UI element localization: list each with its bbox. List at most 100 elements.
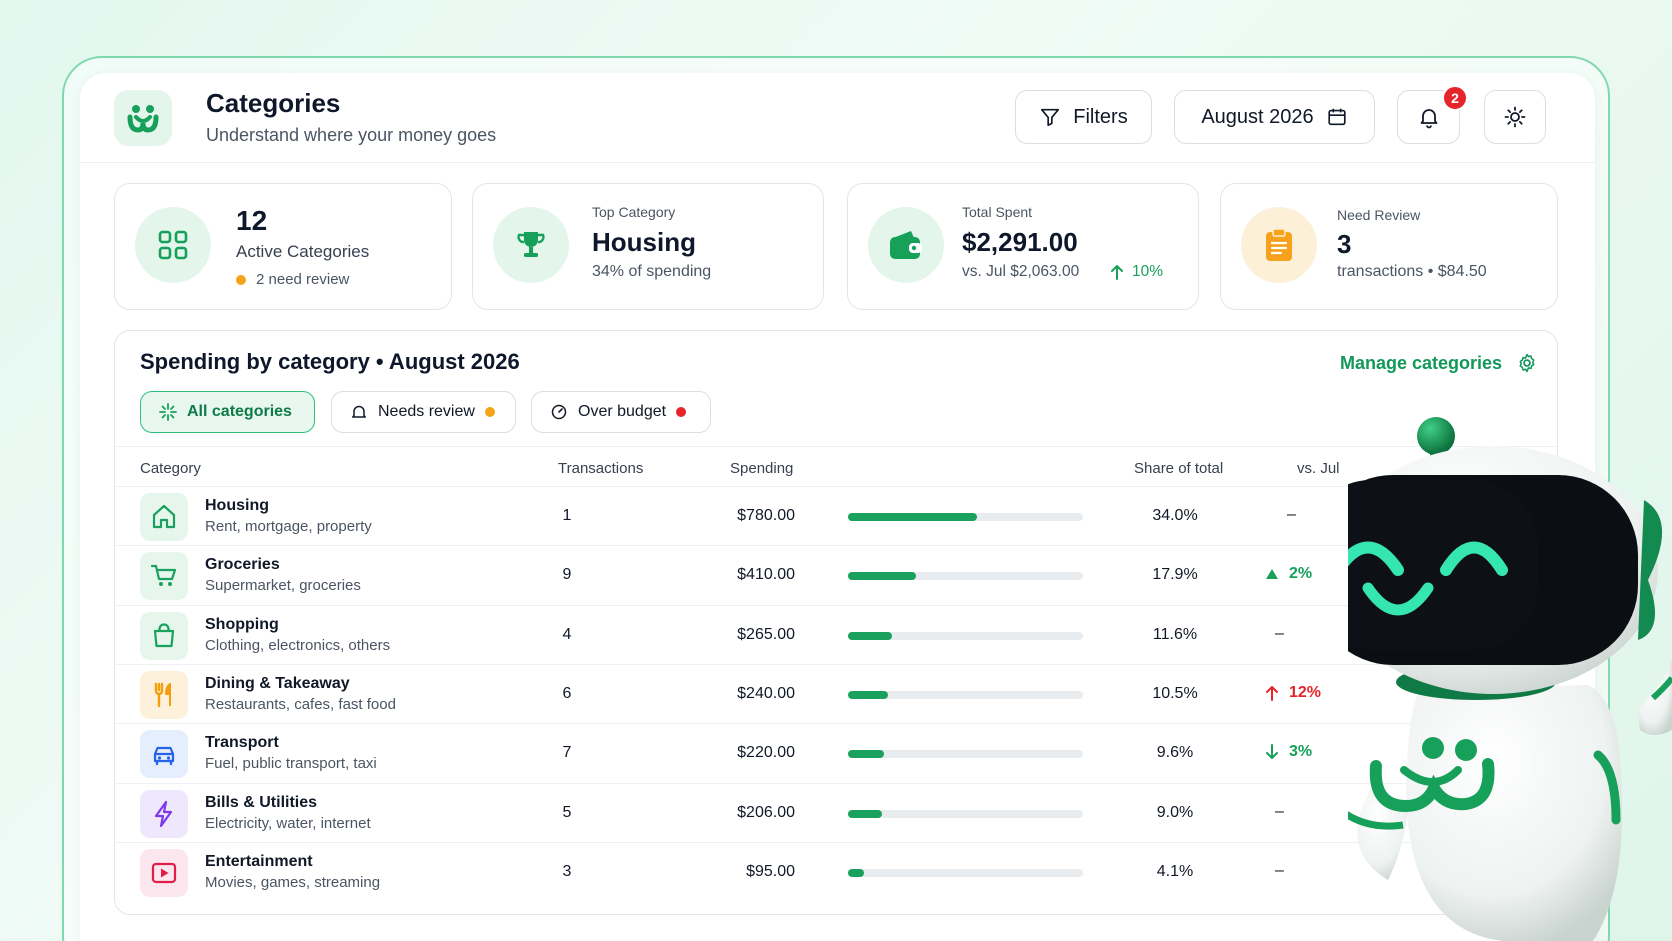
manage-categories-link[interactable]: Manage categories xyxy=(1340,352,1538,374)
spending-amount: $240.00 xyxy=(737,684,795,702)
table-row[interactable]: Bills & Utilities Electricity, water, in… xyxy=(115,782,1557,842)
calendar-icon xyxy=(1328,108,1346,126)
share-percent: 10.5% xyxy=(1152,684,1198,702)
chip-over-label: Over budget xyxy=(578,403,667,420)
bell-outline-icon xyxy=(352,405,366,418)
triangle-up-icon xyxy=(1266,569,1278,580)
share-bar xyxy=(848,513,1083,521)
vs-previous: – xyxy=(1265,803,1375,821)
vs-value: – xyxy=(1287,506,1296,523)
table-row[interactable]: Dining & Takeaway Restaurants, cafes, fa… xyxy=(115,663,1557,723)
chip-over-budget[interactable]: Over budget xyxy=(531,391,711,433)
vs-previous: – xyxy=(1265,625,1375,643)
active-note-text: 2 need review xyxy=(256,271,350,288)
theme-toggle-button[interactable] xyxy=(1484,90,1546,144)
transaction-count: 7 xyxy=(562,744,572,762)
vs-previous: 3% xyxy=(1265,743,1375,761)
category-description: Restaurants, cafes, fast food xyxy=(205,695,396,713)
app-logo[interactable] xyxy=(114,90,172,146)
robot-mascot xyxy=(1348,417,1672,941)
sun-icon xyxy=(1504,106,1526,128)
spending-amount: $265.00 xyxy=(737,625,795,643)
utensils-icon xyxy=(140,670,188,719)
top-caption: Top Category xyxy=(592,204,676,220)
category-name: Transport xyxy=(205,734,279,752)
share-bar-fill xyxy=(848,750,885,759)
category-name: Entertainment xyxy=(205,852,313,870)
manage-categories-label: Manage categories xyxy=(1340,352,1503,373)
filters-button[interactable]: Filters xyxy=(1015,90,1152,144)
vs-value: 12% xyxy=(1289,683,1322,701)
review-value: 3 xyxy=(1337,229,1352,259)
active-label: Active Categories xyxy=(236,242,370,261)
share-bar xyxy=(848,750,1083,759)
category-name: Groceries xyxy=(205,556,280,574)
warning-dot xyxy=(236,274,246,285)
share-bar xyxy=(848,690,1083,699)
filters-label: Filters xyxy=(1073,105,1128,128)
share-percent: 11.6% xyxy=(1152,625,1198,643)
transaction-count: 9 xyxy=(562,566,572,584)
total-value: $2,291.00 xyxy=(962,227,1078,257)
stat-active-categories: 12 Active Categories 2 need review xyxy=(114,183,452,310)
transaction-count: 4 xyxy=(562,625,572,643)
share-percent: 4.1% xyxy=(1156,862,1194,880)
total-note: vs. Jul $2,063.00 xyxy=(962,263,1080,280)
arrow-up-icon xyxy=(1111,265,1123,280)
table-header-divider xyxy=(115,446,1557,447)
page-title: Categories xyxy=(206,88,341,118)
total-caption: Total Spent xyxy=(962,204,1033,220)
active-count: 12 xyxy=(236,205,268,236)
share-bar-fill xyxy=(848,631,893,640)
spending-amount: $95.00 xyxy=(746,862,795,880)
table-row[interactable]: Shopping Clothing, electronics, others 4… xyxy=(115,604,1557,664)
arrow-up-icon xyxy=(1266,685,1278,701)
share-bar-fill xyxy=(848,690,888,699)
vs-previous: – xyxy=(1265,862,1375,880)
filter-icon xyxy=(1041,108,1060,127)
chip-all-categories[interactable]: All categories xyxy=(140,391,315,433)
category-description: Clothing, electronics, others xyxy=(205,636,391,654)
category-name: Shopping xyxy=(205,615,279,633)
share-percent: 9.0% xyxy=(1156,803,1194,821)
col-transactions[interactable]: Transactions xyxy=(558,460,644,477)
col-category[interactable]: Category xyxy=(140,460,201,477)
arrow-down-icon xyxy=(1266,744,1278,760)
category-description: Supermarket, groceries xyxy=(205,577,361,595)
table-row[interactable]: Housing Rent, mortgage, property 1 $780.… xyxy=(115,486,1557,545)
transaction-count: 5 xyxy=(562,803,572,821)
spending-amount: $206.00 xyxy=(737,803,795,821)
category-description: Fuel, public transport, taxi xyxy=(205,755,377,773)
category-name: Housing xyxy=(205,497,269,514)
share-bar xyxy=(848,572,1083,581)
transaction-count: 6 xyxy=(562,684,572,702)
category-description: Rent, mortgage, property xyxy=(205,518,372,535)
top-note: 34% of spending xyxy=(592,263,712,280)
panel-title: Spending by category • August 2026 xyxy=(140,349,520,374)
stat-total-spent: Total Spent $2,291.00 vs. Jul $2,063.00 … xyxy=(847,183,1199,310)
col-spending[interactable]: Spending xyxy=(730,460,794,477)
col-vs[interactable]: vs. Jul xyxy=(1297,460,1340,477)
over-dot xyxy=(676,407,687,417)
header-divider xyxy=(80,162,1595,163)
category-description: Movies, games, streaming xyxy=(205,873,381,891)
notification-badge: 2 xyxy=(1442,85,1468,111)
share-bar xyxy=(848,868,1083,877)
stat-top-category: Top Category Housing 34% of spending xyxy=(472,183,824,310)
col-share[interactable]: Share of total xyxy=(1134,460,1224,477)
review-caption: Need Review xyxy=(1337,207,1421,223)
share-bar xyxy=(848,809,1083,818)
chip-needs-review[interactable]: Needs review xyxy=(331,391,516,433)
vs-previous: 2% xyxy=(1265,565,1375,583)
table-row[interactable]: Transport Fuel, public transport, taxi 7… xyxy=(115,723,1557,782)
gear-icon xyxy=(1519,353,1535,373)
share-bar-fill xyxy=(848,513,978,521)
spending-amount: $220.00 xyxy=(737,744,795,762)
vs-value: 3% xyxy=(1289,743,1313,761)
vs-value: – xyxy=(1275,861,1284,879)
bag-icon xyxy=(140,611,188,660)
date-picker-button[interactable]: August 2026 xyxy=(1174,90,1375,144)
spending-amount: $410.00 xyxy=(737,566,795,584)
table-row[interactable]: Entertainment Movies, games, streaming 3… xyxy=(115,841,1557,901)
table-row[interactable]: Groceries Supermarket, groceries 9 $410.… xyxy=(115,545,1557,604)
